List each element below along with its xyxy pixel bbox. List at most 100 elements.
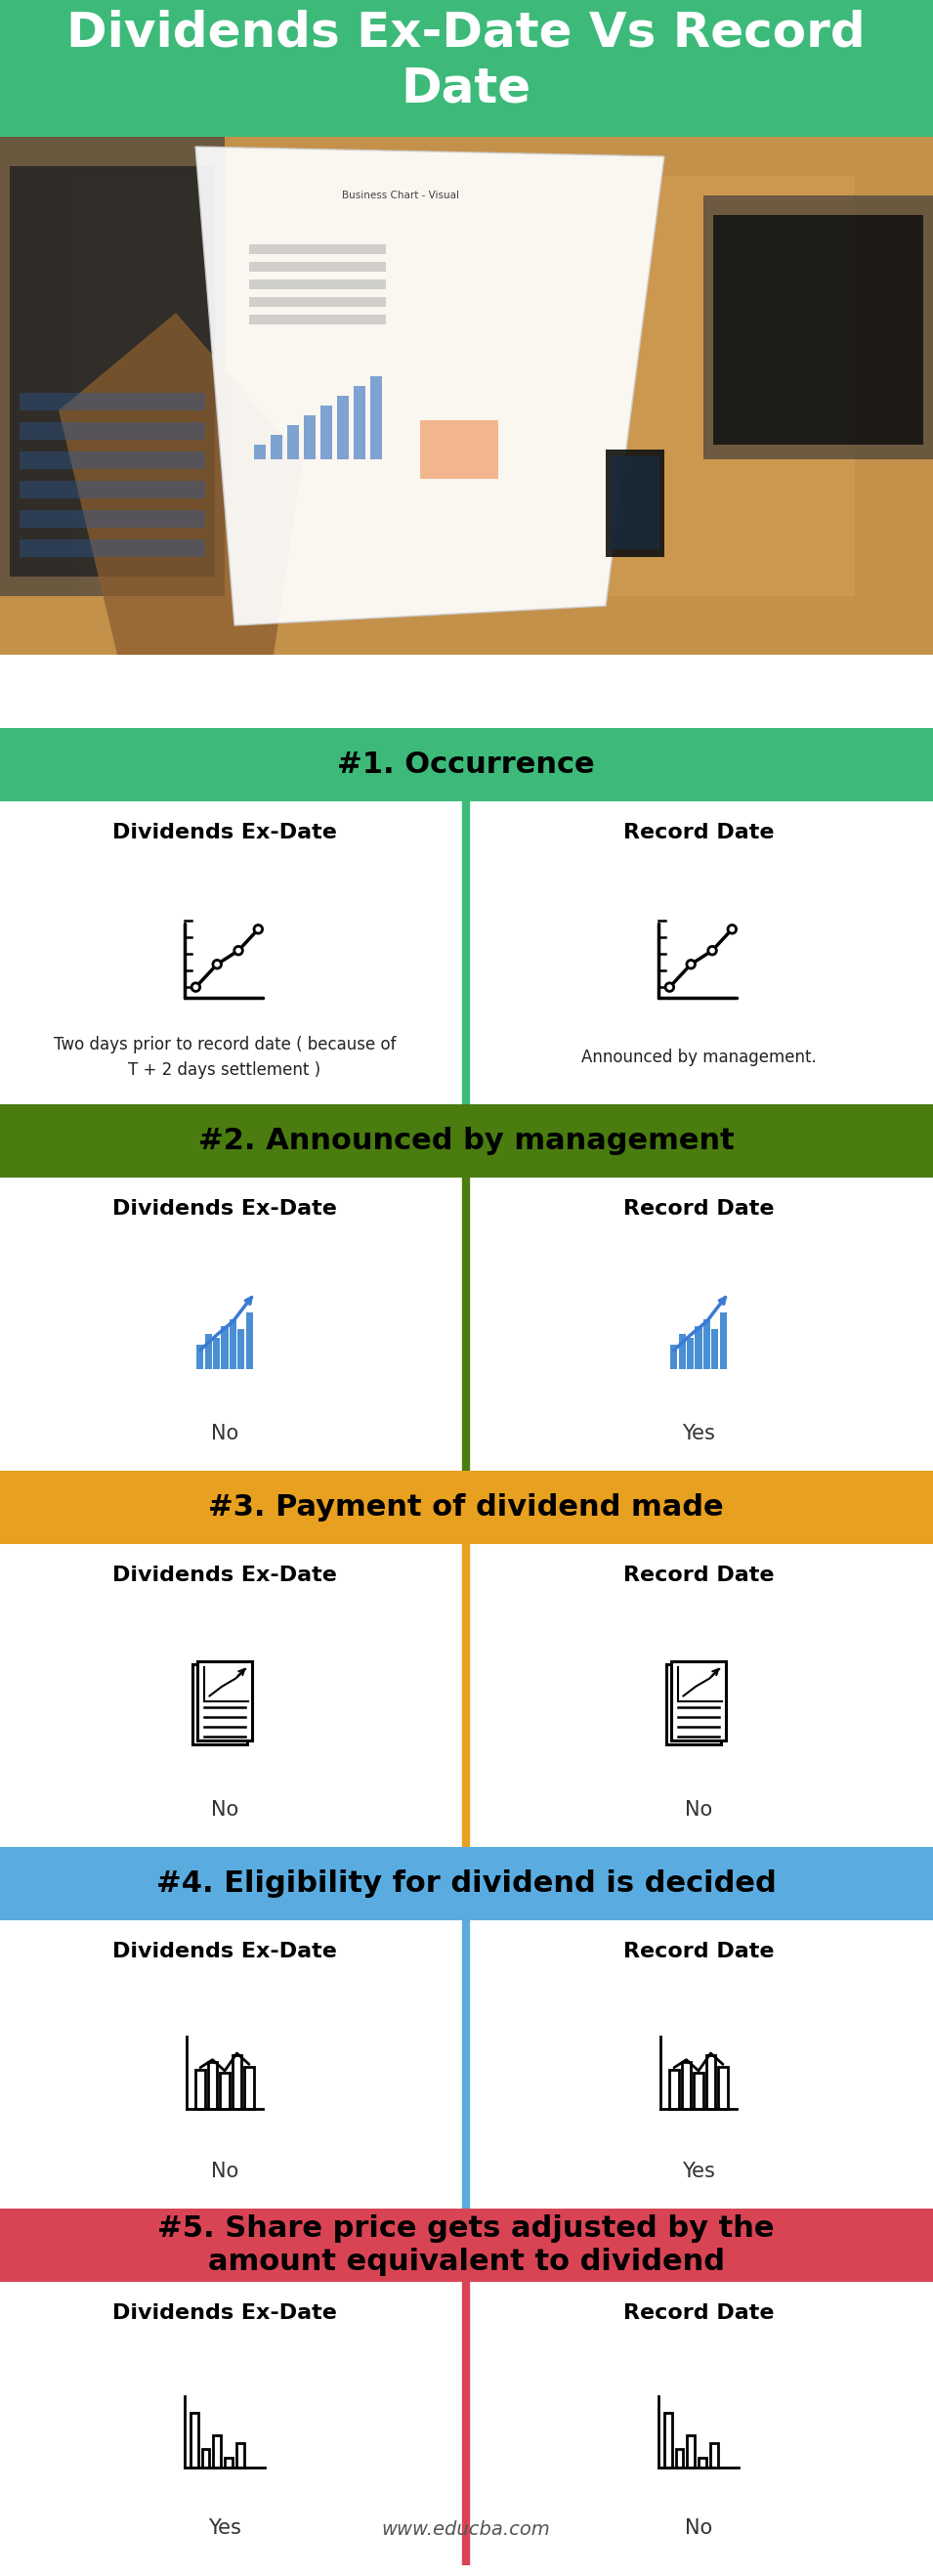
Bar <box>208 2061 217 2110</box>
Bar <box>0 1847 933 1919</box>
Bar <box>675 2450 683 2468</box>
Text: #3. Payment of dividend made: #3. Payment of dividend made <box>208 1494 724 1522</box>
Bar <box>249 278 386 289</box>
Bar <box>0 1177 933 1471</box>
Bar <box>287 425 299 459</box>
Circle shape <box>665 984 674 992</box>
Text: Record Date: Record Date <box>623 1566 774 1584</box>
Bar <box>244 2066 254 2110</box>
Bar <box>703 1319 710 1368</box>
Text: No: No <box>685 2519 712 2537</box>
Bar <box>213 1337 220 1368</box>
Bar <box>230 1319 236 1368</box>
Bar <box>687 1337 694 1368</box>
Text: #2. Announced by management: #2. Announced by management <box>198 1126 734 1154</box>
Bar <box>232 2056 242 2110</box>
Text: Yes: Yes <box>208 2519 242 2537</box>
Bar <box>78 175 855 595</box>
Bar <box>703 196 933 459</box>
Text: Dividends Ex-Date: Dividends Ex-Date <box>112 1198 337 1218</box>
Bar <box>249 263 386 270</box>
Bar <box>664 2414 672 2468</box>
Text: Yes: Yes <box>682 1425 715 1443</box>
Bar <box>0 729 933 801</box>
Bar <box>370 376 382 459</box>
Bar <box>225 2458 232 2468</box>
Bar <box>420 420 498 479</box>
Bar <box>671 1345 677 1368</box>
Bar <box>236 2442 244 2468</box>
Text: Record Date: Record Date <box>623 1198 774 1218</box>
Bar <box>20 482 205 497</box>
FancyBboxPatch shape <box>193 1664 247 1744</box>
Bar <box>0 1543 933 1847</box>
Bar <box>190 2414 198 2468</box>
Circle shape <box>254 925 262 933</box>
Circle shape <box>708 945 717 956</box>
Bar <box>718 2066 728 2110</box>
Polygon shape <box>195 147 664 626</box>
Text: Yes: Yes <box>682 2161 715 2182</box>
Bar <box>710 2442 717 2468</box>
Text: #4. Eligibility for dividend is decided: #4. Eligibility for dividend is decided <box>156 1870 776 1899</box>
Bar <box>20 394 205 410</box>
Text: Dividends Ex-Date: Dividends Ex-Date <box>112 1942 337 1960</box>
Text: www.educba.com: www.educba.com <box>382 2519 550 2537</box>
FancyBboxPatch shape <box>666 1664 721 1744</box>
FancyBboxPatch shape <box>671 1662 726 1741</box>
Text: Record Date: Record Date <box>623 2303 774 2324</box>
Polygon shape <box>59 312 303 654</box>
Bar <box>202 2450 210 2468</box>
Circle shape <box>234 945 243 956</box>
Circle shape <box>213 961 221 969</box>
Bar <box>249 314 386 325</box>
Text: #1. Occurrence: #1. Occurrence <box>337 750 595 778</box>
Bar <box>254 446 266 459</box>
Circle shape <box>191 984 200 992</box>
Bar <box>0 1919 933 2208</box>
Text: Record Date: Record Date <box>623 1942 774 1960</box>
Text: Business Chart - Visual: Business Chart - Visual <box>341 191 459 201</box>
Bar <box>0 1471 933 1543</box>
Bar <box>0 137 225 595</box>
Bar <box>337 397 349 459</box>
Text: No: No <box>211 1425 239 1443</box>
Text: Announced by management.: Announced by management. <box>581 1048 816 1066</box>
Text: Dividends Ex-Date: Dividends Ex-Date <box>112 822 337 842</box>
Bar <box>20 451 205 469</box>
Text: Dividends Ex-Date: Dividends Ex-Date <box>112 2303 337 2324</box>
Bar <box>687 2434 695 2468</box>
Bar <box>0 2208 933 2282</box>
Bar <box>682 2061 691 2110</box>
Bar <box>271 435 283 459</box>
Bar <box>694 2074 703 2110</box>
Text: Record Date: Record Date <box>623 822 774 842</box>
Text: Dividends Ex-Date: Dividends Ex-Date <box>112 1566 337 1584</box>
Bar <box>220 2074 230 2110</box>
Bar <box>20 538 205 556</box>
Bar <box>713 214 924 446</box>
Text: No: No <box>685 1801 712 1819</box>
Circle shape <box>687 961 695 969</box>
Bar <box>0 137 933 654</box>
Text: #5. Share price gets adjusted by the
amount equivalent to dividend: #5. Share price gets adjusted by the amo… <box>158 2213 774 2277</box>
Text: Two days prior to record date ( because of
T + 2 days settlement ): Two days prior to record date ( because … <box>53 1036 396 1079</box>
Bar <box>304 415 315 459</box>
Bar <box>20 422 205 440</box>
Bar <box>0 0 933 137</box>
FancyBboxPatch shape <box>197 1662 252 1741</box>
Circle shape <box>728 925 736 933</box>
Bar <box>719 1311 727 1368</box>
Bar <box>320 404 332 459</box>
Bar <box>695 1327 702 1368</box>
Bar <box>246 1311 253 1368</box>
Bar <box>0 1105 933 1177</box>
Bar <box>197 1345 203 1368</box>
Bar <box>214 2434 221 2468</box>
Bar <box>9 165 215 577</box>
Text: Dividends Ex-Date Vs Record
Date: Dividends Ex-Date Vs Record Date <box>66 10 866 113</box>
Bar <box>706 2056 716 2110</box>
Bar <box>0 2282 933 2566</box>
Bar <box>221 1327 229 1368</box>
Bar <box>205 1334 212 1368</box>
